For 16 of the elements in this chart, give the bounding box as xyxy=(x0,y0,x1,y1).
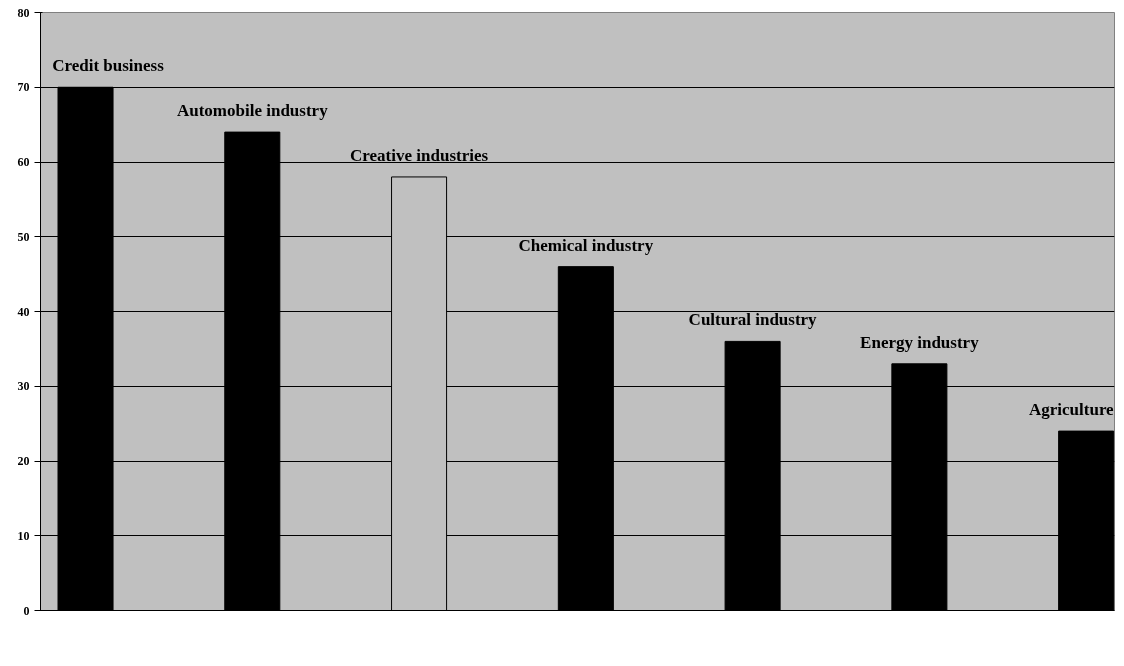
x-tick-label: Creative industries xyxy=(350,145,489,165)
y-tick-label: 40 xyxy=(17,304,30,319)
y-tick-label: 50 xyxy=(17,229,30,244)
y-tick-label: 80 xyxy=(17,5,30,20)
y-tick-label: 0 xyxy=(23,603,30,618)
y-tick-label: 30 xyxy=(17,379,30,394)
x-tick-label: Energy industry xyxy=(860,332,980,352)
y-tick-label: 60 xyxy=(17,155,30,169)
y-tick-label: 70 xyxy=(17,80,30,95)
x-tick-label: Agriculture xyxy=(1029,400,1115,420)
x-tick-label: Chemical industry xyxy=(518,235,654,255)
y-tick-label: 10 xyxy=(17,528,30,543)
x-tick-label: Automobile industry xyxy=(176,101,329,121)
x-tick-label: Cultural industry xyxy=(688,310,818,330)
y-tick-label: 20 xyxy=(17,454,30,468)
x-tick-label: Credit business xyxy=(52,56,165,76)
